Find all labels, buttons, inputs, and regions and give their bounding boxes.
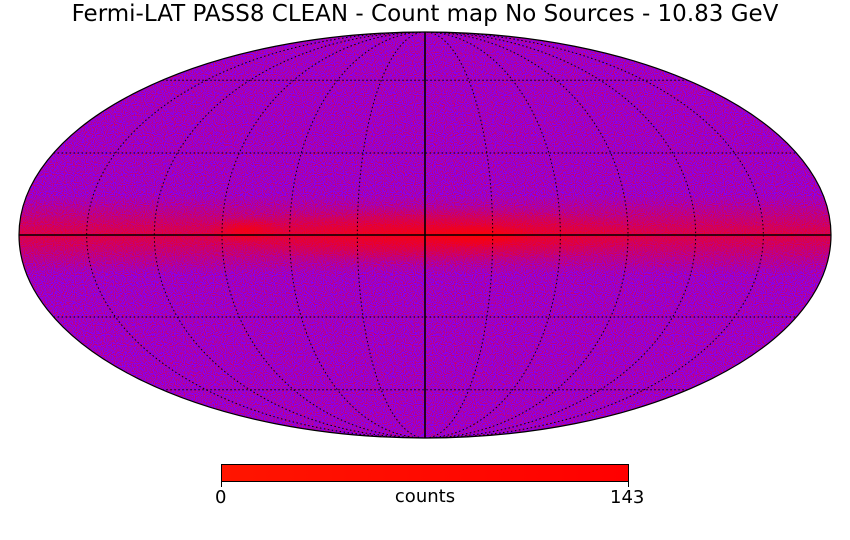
colorbar-max-tick — [628, 482, 629, 487]
colorbar-max-label: 143 — [610, 487, 645, 508]
colorbar-min-label: 0 — [215, 487, 227, 508]
colorbar-unit-label: counts — [394, 486, 456, 507]
colorbar — [221, 464, 629, 482]
map-outline — [18, 31, 832, 439]
colorbar-min-tick — [221, 482, 222, 487]
plane-hotspot-right — [425, 224, 535, 248]
plane-hotspot-left — [205, 216, 285, 244]
map-title: Fermi-LAT PASS8 CLEAN - Count map No Sou… — [71, 1, 779, 27]
